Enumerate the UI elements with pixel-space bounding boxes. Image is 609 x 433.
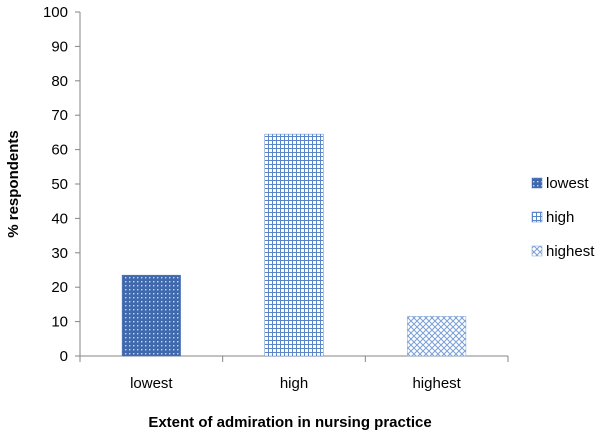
- y-tick-label: 0: [60, 348, 68, 365]
- y-axis: 0 10 20 30 40 50 60 70 80 90 100: [43, 4, 81, 365]
- y-tick-label: 40: [51, 210, 68, 227]
- x-tick-label: lowest: [130, 375, 173, 392]
- y-tick-label: 20: [51, 279, 68, 296]
- x-axis-title: Extent of admiration in nursing practice: [148, 414, 431, 431]
- y-tick-label: 90: [51, 38, 68, 55]
- y-tick-label: 100: [43, 4, 68, 21]
- legend-item-highest: highest: [531, 243, 595, 260]
- x-tick-label: highest: [412, 375, 461, 392]
- legend-label: high: [546, 209, 574, 226]
- y-tick-label: 30: [51, 245, 68, 262]
- y-tick-label: 70: [51, 107, 68, 124]
- x-tick-label: high: [280, 375, 308, 392]
- legend: lowest high highest: [531, 175, 595, 260]
- legend-item-lowest: lowest: [531, 175, 589, 192]
- legend-label: highest: [546, 243, 595, 260]
- bar-high: [264, 133, 324, 357]
- legend-swatch: [531, 177, 543, 189]
- y-tick-label: 10: [51, 314, 68, 331]
- y-tick-label: 80: [51, 73, 68, 90]
- legend-item-high: high: [531, 209, 574, 226]
- y-tick-label: 60: [51, 142, 68, 159]
- x-axis: lowest high highest: [79, 355, 509, 392]
- legend-swatch: [531, 211, 543, 223]
- legend-swatch: [531, 245, 543, 257]
- bar-highest: [407, 316, 467, 357]
- bar-lowest: [121, 274, 181, 357]
- y-tick-label: 50: [51, 176, 68, 193]
- bars: [121, 133, 467, 357]
- y-axis-title: % respondents: [5, 130, 22, 238]
- legend-label: lowest: [546, 175, 589, 192]
